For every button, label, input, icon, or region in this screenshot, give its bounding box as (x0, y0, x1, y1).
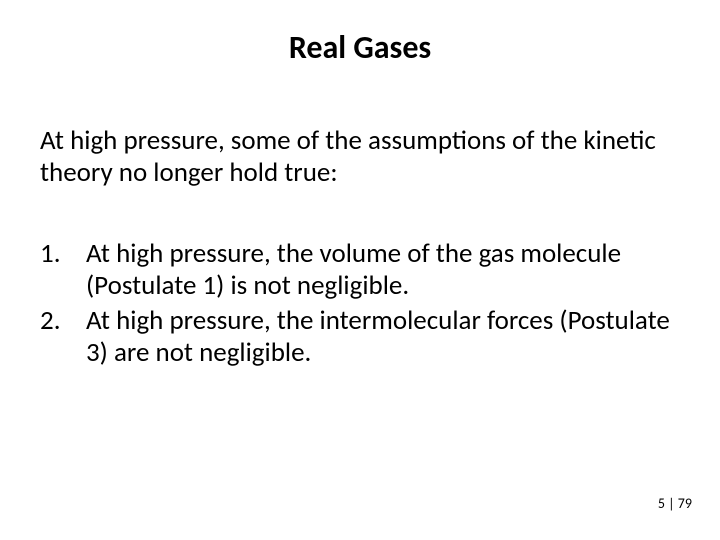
points-list: At high pressure, the volume of the gas … (40, 238, 680, 370)
slide-number: 5 | 79 (658, 495, 692, 512)
list-item: At high pressure, the volume of the gas … (40, 238, 680, 303)
intro-paragraph: At high pressure, some of the assumption… (40, 125, 680, 190)
slide-title: Real Gases (40, 28, 680, 67)
list-item: At high pressure, the intermolecular for… (40, 305, 680, 370)
